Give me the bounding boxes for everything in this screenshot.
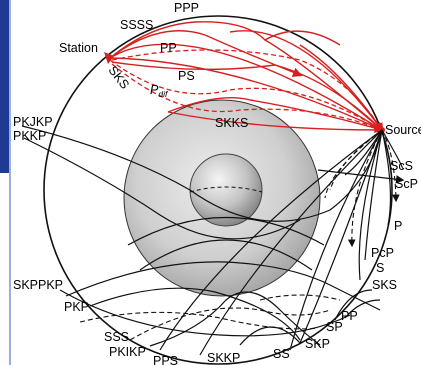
- ray-pkjkp: [21, 125, 383, 222]
- label-ps: PS: [178, 69, 195, 83]
- station-marker: [104, 52, 114, 64]
- ray-pdif: [167, 111, 383, 131]
- label-pkp: PKP: [64, 300, 89, 314]
- label-pp-bottom: PP: [341, 309, 358, 323]
- ray-dashed-7: [259, 294, 341, 301]
- label-pkikp: PKIKP: [109, 345, 146, 359]
- frame-line: [9, 0, 11, 365]
- inner-core: [189, 153, 263, 227]
- ray-deep-4: [299, 129, 383, 344]
- ray-deep-3: [289, 129, 383, 351]
- ray-dashed-5: [79, 311, 319, 330]
- labels: PPP SSSS PP Station SKS PS Pdif SKKS PKJ…: [13, 1, 421, 365]
- label-sp: SP: [326, 320, 343, 334]
- ray-pp: [109, 30, 303, 77]
- label-scs: ScS: [390, 159, 413, 173]
- ray-deep-2: [199, 129, 383, 356]
- red-dashed-rays: [109, 49, 384, 133]
- ray-scs-b: [381, 129, 403, 169]
- label-p: P: [394, 219, 402, 233]
- ray-core-arc-1: [127, 217, 325, 246]
- ray-direct: [109, 57, 383, 131]
- label-source: Source: [385, 123, 421, 137]
- label-skkp: SKKP: [207, 351, 240, 365]
- red-rays: [109, 21, 385, 133]
- black-rays: [21, 125, 405, 356]
- label-skks: SKKS: [215, 116, 248, 130]
- ray-dashed-6: [129, 307, 331, 341]
- black-dashed-rays: [79, 129, 400, 341]
- ray-pkkp: [23, 137, 301, 240]
- ray-ssss: [109, 21, 341, 59]
- ray-dashed-4: [347, 129, 383, 248]
- ray-ps-dashed: [109, 59, 383, 131]
- label-sss: SSS: [104, 330, 129, 344]
- ray-pkikp: [149, 291, 321, 347]
- ray-deep-1: [159, 129, 383, 351]
- label-ssss: SSSS: [120, 18, 153, 32]
- label-station: Station: [59, 41, 98, 55]
- ray-pp-b: [344, 299, 381, 319]
- label-pps: PPS: [153, 354, 178, 365]
- ray-dashed-3: [324, 129, 383, 199]
- ray-pcp: [364, 129, 383, 261]
- ray-skppkp: [65, 261, 381, 311]
- ray-sks-dashed: [111, 63, 383, 131]
- ray-sp: [334, 289, 373, 321]
- label-pkkp: PKKP: [13, 129, 46, 143]
- label-pp: PP: [160, 41, 177, 55]
- ray-dashed-1: [381, 129, 400, 203]
- ray-top-arc-1: [229, 30, 383, 131]
- ray-scp: [317, 169, 405, 184]
- ray-skks-solid: [167, 97, 385, 133]
- ray-p: [381, 129, 392, 226]
- ray-pkp: [89, 287, 301, 341]
- inner-core-dashed-ray: [189, 186, 263, 193]
- label-pcp: PcP: [371, 246, 394, 260]
- label-skp: SKP: [305, 337, 330, 351]
- ray-sks-r: [358, 129, 383, 281]
- label-s: S: [376, 261, 384, 275]
- accent-bar: [0, 0, 9, 173]
- ray-s-dashed: [111, 49, 384, 133]
- label-ss: SS: [273, 347, 290, 361]
- label-skppkp: SKPPKP: [13, 278, 63, 292]
- ray-top-arc-2: [264, 39, 385, 132]
- ray-core-arc-2: [139, 239, 313, 271]
- label-ppp: PPP: [174, 1, 199, 15]
- ray-pp-top: [109, 43, 383, 131]
- label-pdif: Pdif: [150, 83, 169, 99]
- label-sks-right: SKS: [372, 278, 397, 292]
- label-pkjkp: PKJKP: [13, 115, 53, 129]
- label-scp: ScP: [395, 177, 418, 191]
- ray-ss: [239, 326, 301, 346]
